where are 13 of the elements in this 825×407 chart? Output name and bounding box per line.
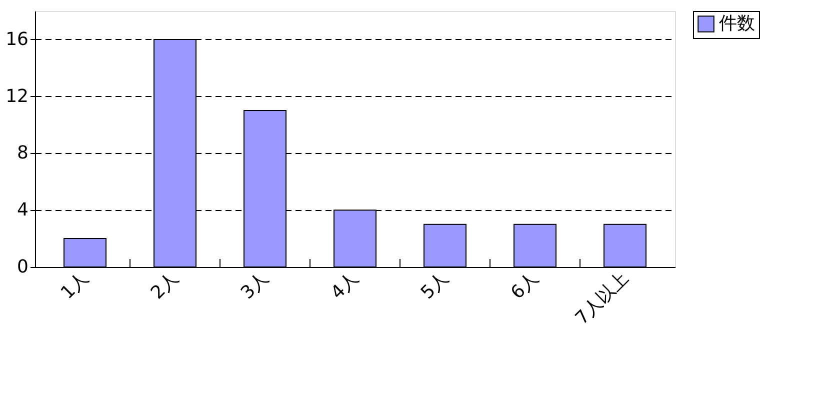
y-tick-label: 4 xyxy=(17,200,28,221)
x-tick-label: 1人 xyxy=(56,268,93,304)
y-tick-label: 16 xyxy=(6,28,28,50)
x-tick-label: 3人 xyxy=(236,268,273,304)
x-tick-label: 6人 xyxy=(506,268,543,304)
y-tick-label: 0 xyxy=(17,256,28,278)
legend-label: 件数 xyxy=(719,13,755,34)
x-tick-label: 4人 xyxy=(326,268,363,304)
y-tick-label: 8 xyxy=(17,142,28,164)
x-tick-label: 2人 xyxy=(146,268,183,304)
x-tick-label: 7人以上 xyxy=(571,268,633,329)
x-tick-label: 5人 xyxy=(416,268,453,304)
y-tick-label: 12 xyxy=(6,86,28,107)
